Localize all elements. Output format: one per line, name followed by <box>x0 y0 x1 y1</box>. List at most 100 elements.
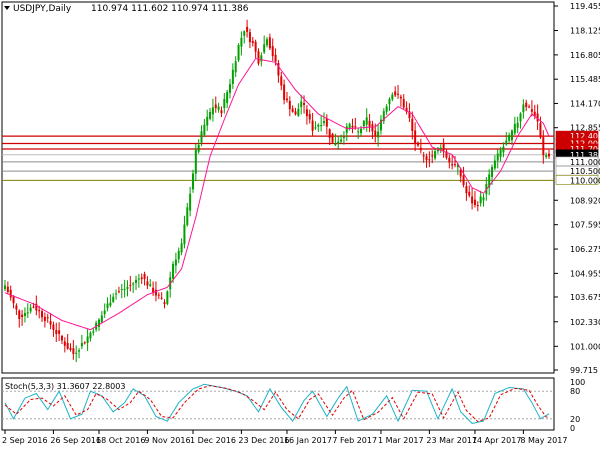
price-tick-label: 101.000 <box>570 342 600 351</box>
price-level-label: 111.000 <box>570 158 600 167</box>
candle-body <box>331 133 334 143</box>
candles <box>4 19 550 363</box>
candle-body <box>459 169 462 177</box>
candle-body <box>123 288 126 290</box>
candle-body <box>268 37 271 49</box>
candle-body <box>337 141 340 144</box>
stoch-pane-frame <box>1 377 555 431</box>
candle-body <box>542 137 545 156</box>
price-tick-label: 114.170 <box>570 99 600 108</box>
candle-body <box>109 302 112 306</box>
candle-body <box>166 291 169 304</box>
price-tick-label: 107.595 <box>570 221 600 230</box>
candle-body <box>160 297 163 299</box>
candle-body <box>513 123 516 134</box>
price-level-label: 110.000 <box>570 176 600 185</box>
time-tick-label: 14 Apr 2017 <box>472 436 521 445</box>
candle-body <box>248 32 251 43</box>
candle-body <box>21 314 24 318</box>
candle-body <box>63 341 66 346</box>
candle-body <box>66 342 69 349</box>
candle-body <box>112 296 115 302</box>
candle-body <box>86 336 89 343</box>
price-tick-label: 112.855 <box>570 124 600 133</box>
moving-average <box>4 58 550 331</box>
price-tick-label: 108.920 <box>570 196 600 205</box>
candle-body <box>60 335 63 341</box>
candle-body <box>476 204 479 206</box>
candle-body <box>325 118 328 127</box>
candle-body <box>428 159 431 161</box>
time-tick-label: 1 Dec 2016 <box>190 436 236 445</box>
candle-body <box>92 331 95 333</box>
candle-body <box>143 273 146 279</box>
candle-body <box>214 104 217 109</box>
candle-body <box>311 120 314 131</box>
candle-body <box>100 315 103 323</box>
candle-body <box>246 26 249 32</box>
candle-body <box>297 108 300 116</box>
symbol-label: USDJPY,Daily <box>13 4 72 14</box>
candle-body <box>379 119 382 131</box>
candle-body <box>206 116 209 126</box>
candle-body <box>254 41 257 52</box>
candle-body <box>408 111 411 119</box>
candle-body <box>365 117 368 125</box>
candle-body <box>288 100 291 110</box>
stoch-signal-line <box>4 385 550 423</box>
candle-body <box>26 312 29 314</box>
candle-body <box>399 96 402 99</box>
candle-body <box>439 147 442 149</box>
candle-body <box>180 243 183 253</box>
candle-body <box>528 106 531 108</box>
candle-body <box>223 99 226 109</box>
candle-body <box>220 110 223 114</box>
candle-body <box>305 109 308 117</box>
time-tick-label: 2 Sep 2016 <box>2 436 48 445</box>
candle-body <box>38 310 41 312</box>
candle-body <box>468 192 471 196</box>
candle-body <box>473 199 476 206</box>
candle-body <box>174 259 177 266</box>
candle-body <box>357 131 360 133</box>
candle-body <box>97 319 100 327</box>
candle-body <box>360 128 363 134</box>
candle-body <box>371 124 374 132</box>
candle-body <box>493 160 496 169</box>
price-level-label: 111.386 <box>570 151 600 160</box>
candle-body <box>163 302 166 304</box>
candle-body <box>545 155 548 158</box>
time-tick-label: 18 Oct 2016 <box>96 436 145 445</box>
candle-body <box>191 173 194 190</box>
candle-body <box>52 324 55 330</box>
candle-body <box>115 293 118 295</box>
price-level-label: 112.400 <box>570 132 600 141</box>
candle-body <box>177 250 180 260</box>
dropdown-triangle-icon[interactable] <box>4 6 10 10</box>
candle-body <box>257 51 260 64</box>
candle-body <box>411 118 414 131</box>
candle-body <box>374 130 377 136</box>
candle-body <box>200 131 203 143</box>
stoch-tick-label: 100 <box>570 378 585 387</box>
candle-body <box>260 55 263 62</box>
ma-line <box>4 58 550 331</box>
candle-body <box>510 130 513 141</box>
candle-body <box>117 291 120 293</box>
candle-body <box>368 120 371 127</box>
candle-body <box>414 130 417 145</box>
candle-body <box>340 139 343 142</box>
candle-body <box>217 106 220 110</box>
candle-body <box>29 307 32 312</box>
time-tick-label: 8 May 2017 <box>520 436 567 445</box>
candle-body <box>465 186 468 194</box>
candle-body <box>240 37 243 47</box>
candle-body <box>194 149 197 174</box>
price-tick-label: 119.455 <box>570 2 600 11</box>
candle-body <box>516 122 519 128</box>
candle-body <box>508 134 511 141</box>
candle-body <box>229 84 232 93</box>
price-pane-frame <box>1 1 555 374</box>
candle-body <box>126 287 129 289</box>
